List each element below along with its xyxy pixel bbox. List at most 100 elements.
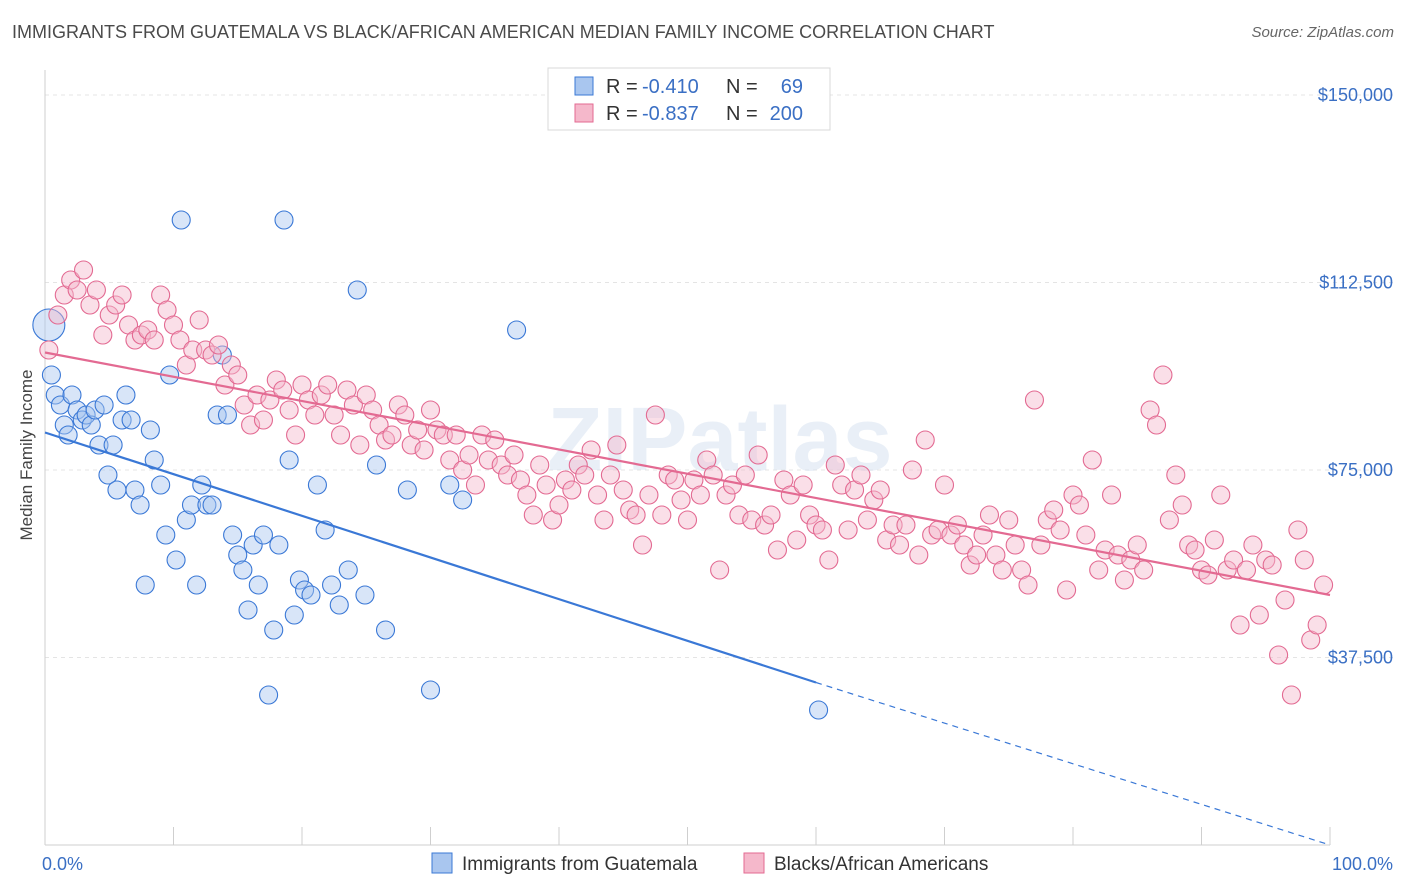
legend-r-value-1: -0.410 xyxy=(642,76,699,98)
point-black-african-american xyxy=(819,550,839,570)
point-black-african-american xyxy=(1018,575,1038,595)
point-black-african-american xyxy=(228,365,248,385)
y-axis-label: Median Family Income xyxy=(17,369,36,540)
point-black-african-american xyxy=(1050,520,1070,540)
point-guatemala xyxy=(253,525,274,545)
point-black-african-american xyxy=(671,490,691,510)
point-black-african-american xyxy=(48,305,68,325)
point-black-african-american xyxy=(992,560,1012,580)
legend-n-value-2: 200 xyxy=(770,103,803,125)
point-black-african-american xyxy=(613,480,633,500)
point-black-african-american xyxy=(266,370,286,390)
point-black-african-american xyxy=(208,335,229,355)
point-black-african-american xyxy=(1005,535,1025,555)
point-black-african-american xyxy=(896,515,916,535)
point-black-african-american xyxy=(1224,550,1244,570)
point-guatemala xyxy=(181,495,202,515)
point-guatemala xyxy=(307,475,327,495)
point-black-african-american xyxy=(1153,365,1173,385)
point-black-african-american xyxy=(812,520,832,540)
legend-n-label-1: N = xyxy=(726,76,758,98)
point-black-african-american xyxy=(241,415,261,435)
point-black-african-american xyxy=(607,435,627,455)
point-black-african-american xyxy=(909,545,929,565)
y-tick-label: $75,000 xyxy=(1328,460,1393,480)
point-black-african-american xyxy=(1269,645,1289,665)
point-guatemala xyxy=(322,575,342,595)
point-guatemala xyxy=(176,510,196,530)
point-guatemala xyxy=(248,575,268,595)
point-black-african-american xyxy=(286,425,306,445)
series-black-african-american xyxy=(39,260,1334,705)
point-black-african-american xyxy=(1262,555,1282,575)
point-black-african-american xyxy=(1198,565,1218,585)
chart-title: IMMIGRANTS FROM GUATEMALA VS BLACK/AFRIC… xyxy=(12,22,995,42)
point-guatemala xyxy=(420,680,441,700)
bottom-legend-label-2: Blacks/African Americans xyxy=(774,854,988,875)
point-guatemala xyxy=(94,395,114,415)
point-black-african-american xyxy=(106,295,126,315)
point-black-african-american xyxy=(1127,535,1147,555)
point-black-african-american xyxy=(1172,495,1192,515)
point-black-african-american xyxy=(1204,530,1224,550)
point-guatemala xyxy=(197,495,217,515)
point-black-african-american xyxy=(1288,520,1308,540)
point-guatemala xyxy=(116,385,136,405)
point-black-african-american xyxy=(1159,510,1179,530)
point-black-african-american xyxy=(1166,465,1186,485)
point-guatemala xyxy=(347,280,367,300)
point-guatemala xyxy=(76,405,96,425)
point-black-african-american xyxy=(99,305,119,325)
point-black-african-american xyxy=(620,500,640,520)
point-guatemala xyxy=(269,535,289,555)
point-black-african-american xyxy=(375,430,396,450)
point-black-african-american xyxy=(703,465,723,485)
point-black-african-american xyxy=(832,475,852,495)
point-guatemala xyxy=(130,495,150,515)
point-black-african-american xyxy=(1307,615,1327,635)
y-tick-label: $112,500 xyxy=(1319,273,1393,293)
point-guatemala xyxy=(54,415,74,435)
point-black-african-american xyxy=(555,470,575,490)
point-black-african-american xyxy=(1057,580,1077,600)
point-black-african-american xyxy=(1102,485,1122,505)
point-black-african-american xyxy=(652,505,672,525)
source-credit: Source: ZipAtlas.com xyxy=(1251,24,1394,41)
bottom-legend-label-1: Immigrants from Guatemala xyxy=(462,854,698,875)
axes xyxy=(44,70,1331,846)
point-black-african-american xyxy=(889,535,910,555)
point-black-african-american xyxy=(716,485,736,505)
point-guatemala xyxy=(289,570,309,590)
point-guatemala xyxy=(207,405,227,425)
point-black-african-american xyxy=(626,505,646,525)
point-guatemala xyxy=(279,450,299,470)
point-guatemala xyxy=(243,535,263,555)
point-guatemala xyxy=(98,465,118,485)
point-guatemala xyxy=(192,475,212,495)
point-black-african-american xyxy=(645,405,665,425)
point-black-african-american xyxy=(587,485,608,505)
point-black-african-american xyxy=(221,355,241,375)
point-black-african-american xyxy=(504,445,524,465)
point-black-african-american xyxy=(960,555,980,575)
point-black-african-american xyxy=(954,535,974,555)
bottom-legend-swatch-pink xyxy=(743,852,765,874)
point-guatemala xyxy=(103,435,123,455)
point-black-african-american xyxy=(234,395,254,415)
point-black-african-american xyxy=(1236,560,1257,580)
tick-labels: $150,000 $112,500 $75,000 $37,500 0.0% 100.0% xyxy=(42,85,1393,874)
series-legend: Immigrants from Guatemala Blacks/African… xyxy=(431,852,988,875)
point-black-african-american xyxy=(523,505,543,525)
point-black-african-american xyxy=(562,480,582,500)
bottom-legend-swatch-blue xyxy=(431,852,453,874)
point-black-african-american xyxy=(1275,590,1295,610)
point-black-african-american xyxy=(39,340,59,360)
point-black-african-american xyxy=(838,520,858,540)
point-guatemala xyxy=(125,480,145,500)
point-black-african-american xyxy=(806,515,826,535)
point-black-african-american xyxy=(1024,390,1044,410)
point-black-african-american xyxy=(677,510,698,530)
point-black-african-american xyxy=(639,485,659,505)
trend-line-guatemala-extension xyxy=(815,681,1331,846)
point-black-african-american xyxy=(941,525,961,545)
